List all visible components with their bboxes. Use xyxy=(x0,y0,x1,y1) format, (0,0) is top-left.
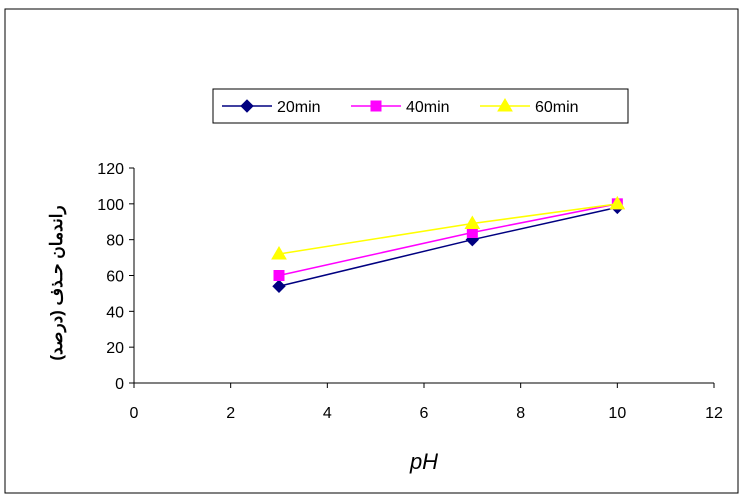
legend: 20min 40min 60min xyxy=(212,88,629,124)
legend-marker xyxy=(370,100,382,112)
y-tick-label: 100 xyxy=(97,197,124,214)
y-tick-label: 20 xyxy=(106,340,124,357)
x-tick-label: 0 xyxy=(130,405,139,422)
data-point xyxy=(272,279,286,293)
x-axis-label: pH xyxy=(409,449,438,474)
x-tick-label: 6 xyxy=(420,405,429,422)
chart-border xyxy=(4,8,739,494)
y-tick-label: 0 xyxy=(115,376,124,393)
x-tick-label: 12 xyxy=(705,405,723,422)
legend-label: 40min xyxy=(406,99,450,116)
y-tick-label: 120 xyxy=(97,161,124,178)
x-tick-label: 10 xyxy=(608,405,626,422)
y-tick-label: 40 xyxy=(106,304,124,321)
axes: 0 20 40 60 80 100 120 0 2 4 6 8 10 12 xyxy=(97,161,723,422)
x-tick-label: 4 xyxy=(323,405,332,422)
x-tick-label: 2 xyxy=(226,405,235,422)
y-tick-label: 60 xyxy=(106,269,124,286)
legend-label: 20min xyxy=(277,99,321,116)
data-point xyxy=(273,270,285,281)
legend-entry: 40min xyxy=(351,99,450,116)
y-tick-label: 80 xyxy=(106,233,124,250)
series-layer xyxy=(271,195,626,293)
series-60min xyxy=(271,195,626,260)
legend-entry: 20min xyxy=(222,99,321,116)
data-point xyxy=(464,215,481,230)
data-point xyxy=(271,246,287,260)
y-axis-label: راندمان حـذف (درصد) xyxy=(47,205,67,360)
legend-entry: 60min xyxy=(480,98,579,116)
legend-marker xyxy=(497,98,513,112)
data-point xyxy=(609,195,626,210)
legend-label: 60min xyxy=(535,99,579,116)
legend-box xyxy=(212,88,629,124)
x-tick-label: 8 xyxy=(516,405,525,422)
legend-marker xyxy=(240,99,254,113)
